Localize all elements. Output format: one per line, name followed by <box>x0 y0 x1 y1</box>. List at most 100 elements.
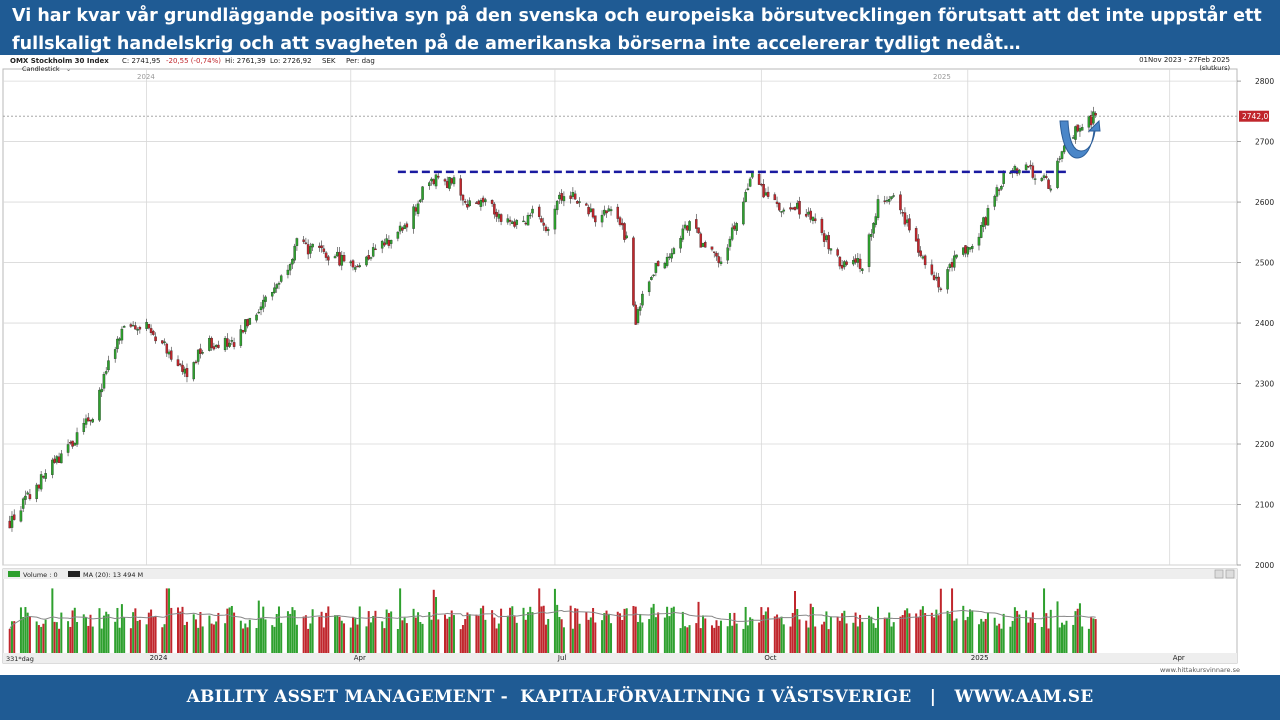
volume-bar <box>452 615 455 653</box>
candle-body <box>555 200 559 211</box>
volume-bar <box>719 620 722 653</box>
candle-body <box>964 245 967 254</box>
volume-bar <box>589 617 592 653</box>
candle-body <box>306 244 310 255</box>
volume-bar <box>820 624 823 653</box>
volume-bar <box>953 620 956 653</box>
volume-bar <box>477 615 480 653</box>
volume-bar <box>616 611 619 653</box>
candle-body <box>113 349 117 359</box>
candle-body <box>508 219 512 222</box>
candle-body <box>26 492 29 495</box>
volume-bar <box>226 608 229 653</box>
candle-body <box>901 212 904 214</box>
volume-bar <box>964 620 967 653</box>
volume-bar <box>560 619 563 653</box>
candle-body <box>434 174 438 187</box>
volume-bar <box>248 619 251 653</box>
candle-body <box>145 321 148 329</box>
candle-body <box>558 194 561 200</box>
volume-bar <box>387 612 390 653</box>
candle-body <box>822 233 826 242</box>
zoom-out-icon[interactable] <box>1225 569 1235 579</box>
volume-bar <box>289 613 292 653</box>
volume-bar <box>672 606 675 653</box>
year-label-2025-top: 2025 <box>933 73 951 81</box>
volume-bar <box>823 621 826 653</box>
candle-body <box>1049 188 1053 191</box>
volume-bar <box>903 610 906 653</box>
volume-bar <box>852 622 855 653</box>
volume-bar <box>776 614 779 653</box>
candle-body <box>255 314 258 321</box>
candle-body <box>843 261 846 268</box>
candle-body <box>66 444 70 453</box>
chevron-down-icon[interactable]: ⌄ <box>66 66 71 73</box>
volume-bar <box>843 610 846 653</box>
chart-style-label[interactable]: Candlestick <box>22 65 60 73</box>
candle-body <box>466 204 469 208</box>
volume-bar <box>177 607 180 653</box>
candle-body <box>695 219 698 229</box>
volume-moving-average-line <box>9 609 1096 630</box>
volume-bar <box>58 628 61 653</box>
candle-body <box>511 221 514 224</box>
volume-bar <box>1016 610 1019 653</box>
volume-bar <box>134 608 137 653</box>
volume-bar <box>208 615 211 653</box>
volume-bar <box>430 619 433 653</box>
candle-body <box>445 181 449 189</box>
volume-bar <box>1043 588 1046 653</box>
candle-body <box>701 242 705 247</box>
volume-bar <box>257 600 260 653</box>
candle-body <box>955 254 958 258</box>
candle-body <box>84 418 88 425</box>
candle-body <box>134 325 137 330</box>
candle-body <box>286 269 290 275</box>
candle-body <box>513 221 516 227</box>
volume-bar <box>984 618 987 653</box>
volume-bar <box>217 612 220 653</box>
volume-bar <box>870 616 873 653</box>
volume-bar <box>417 612 420 653</box>
volume-bar <box>136 620 139 653</box>
candle-body <box>1031 165 1035 178</box>
candle-body <box>710 246 714 250</box>
volume-bar <box>51 588 54 653</box>
candle-body <box>309 246 312 254</box>
price-tick-label: 2000 <box>1255 561 1274 570</box>
candle-body <box>51 459 54 475</box>
candle-body <box>867 234 871 267</box>
candle-body <box>616 206 620 219</box>
candle-body <box>10 515 14 528</box>
source-label[interactable]: www.hittakursvinnare.se <box>1160 666 1240 674</box>
candle-body <box>428 182 431 187</box>
candle-body <box>185 368 189 378</box>
candle-body <box>380 240 384 249</box>
candle-body <box>302 239 305 242</box>
volume-bar <box>746 625 749 653</box>
volume-bar <box>773 616 776 653</box>
volume-bar <box>522 607 525 653</box>
volume-bar <box>396 629 399 653</box>
candle-body <box>212 346 216 350</box>
volume-bar <box>1011 620 1014 653</box>
volume-bar <box>320 611 323 653</box>
candle-body <box>239 329 243 346</box>
volume-bar <box>381 621 384 653</box>
candle-body <box>668 256 671 259</box>
volume-bar <box>915 613 918 653</box>
candle-body <box>165 343 169 354</box>
volume-bar <box>827 629 830 653</box>
candle-body <box>717 256 720 263</box>
candle-body <box>811 216 815 221</box>
volume-bar <box>749 617 752 653</box>
candle-body <box>757 173 761 185</box>
volume-bar <box>228 607 231 653</box>
volume-bar <box>654 617 657 653</box>
candle-body <box>854 258 857 263</box>
candle-body <box>1018 169 1021 174</box>
candle-body <box>726 247 729 261</box>
zoom-in-icon[interactable] <box>1214 569 1224 579</box>
candle-body <box>293 245 296 261</box>
